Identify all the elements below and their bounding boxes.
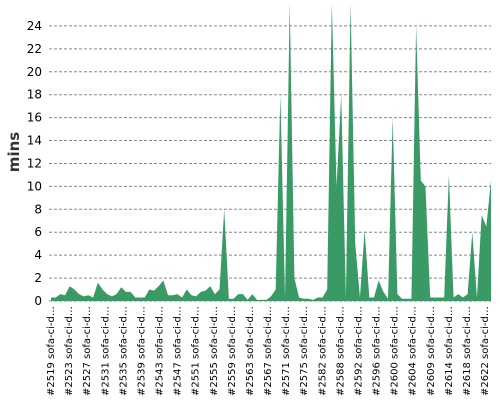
x-tick-label: #2614 sofa-ci-d… xyxy=(444,306,455,396)
x-tick-label: #2519 sofa-ci-d… xyxy=(46,306,57,396)
area-fill xyxy=(51,3,491,301)
y-tick-label: 18 xyxy=(27,88,42,102)
y-axis-label: mins xyxy=(5,132,23,172)
x-axis-ticks: #2519 sofa-ci-d… #2523 sofa-ci-d… #2527 so… xyxy=(46,306,491,396)
y-tick-label: 22 xyxy=(27,42,42,56)
x-tick-label: #2609 sofa-ci-d… xyxy=(426,306,437,396)
x-tick-label: #2563 sofa-ci-d… xyxy=(245,306,256,396)
x-tick-label: #2592 sofa-ci-d… xyxy=(353,306,364,396)
x-tick-label: #2527 sofa-ci-d… xyxy=(82,306,93,396)
y-tick-label: 12 xyxy=(27,156,42,170)
y-tick-label: 4 xyxy=(34,248,42,262)
x-tick-label: #2539 sofa-ci-d… xyxy=(136,306,147,396)
x-tick-label: #2531 sofa-ci-d… xyxy=(100,306,111,396)
y-tick-label: 0 xyxy=(34,294,42,308)
y-tick-label: 14 xyxy=(27,134,42,148)
x-tick-label: #2523 sofa-ci-d… xyxy=(64,306,75,396)
y-tick-label: 16 xyxy=(27,111,42,125)
x-tick-label: #2535 sofa-ci-d… xyxy=(118,306,129,396)
x-tick-label: #2575 sofa-ci-d… xyxy=(299,306,310,396)
x-tick-label: #2543 sofa-ci-d… xyxy=(155,306,166,396)
x-tick-label: #2618 sofa-ci-d… xyxy=(462,306,473,396)
y-tick-label: 10 xyxy=(27,179,42,193)
x-tick-label: #2559 sofa-ci-d… xyxy=(227,306,238,396)
y-tick-label: 6 xyxy=(34,225,42,239)
x-tick-label: #2622 sofa-ci-d… xyxy=(480,306,491,396)
x-tick-label: #2582 sofa-ci-d… xyxy=(317,306,328,396)
area-series xyxy=(51,3,491,301)
x-tick-label: #2547 sofa-ci-d… xyxy=(173,306,184,396)
y-tick-label: 20 xyxy=(27,65,42,79)
y-tick-label: 8 xyxy=(34,202,42,216)
x-tick-label: #2571 sofa-ci-d… xyxy=(281,306,292,396)
y-tick-label: 24 xyxy=(27,19,42,33)
x-tick-label: #2588 sofa-ci-d… xyxy=(335,306,346,396)
y-tick-label: 2 xyxy=(34,271,42,285)
x-tick-label: #2567 sofa-ci-d… xyxy=(263,306,274,396)
x-tick-label: #2555 sofa-ci-d… xyxy=(209,306,220,396)
x-tick-label: #2604 sofa-ci-d… xyxy=(408,306,419,396)
x-tick-label: #2551 sofa-ci-d… xyxy=(191,306,202,396)
x-tick-label: #2596 sofa-ci-d… xyxy=(372,306,383,396)
x-tick-label: #2600 sofa-ci-d… xyxy=(390,306,401,396)
